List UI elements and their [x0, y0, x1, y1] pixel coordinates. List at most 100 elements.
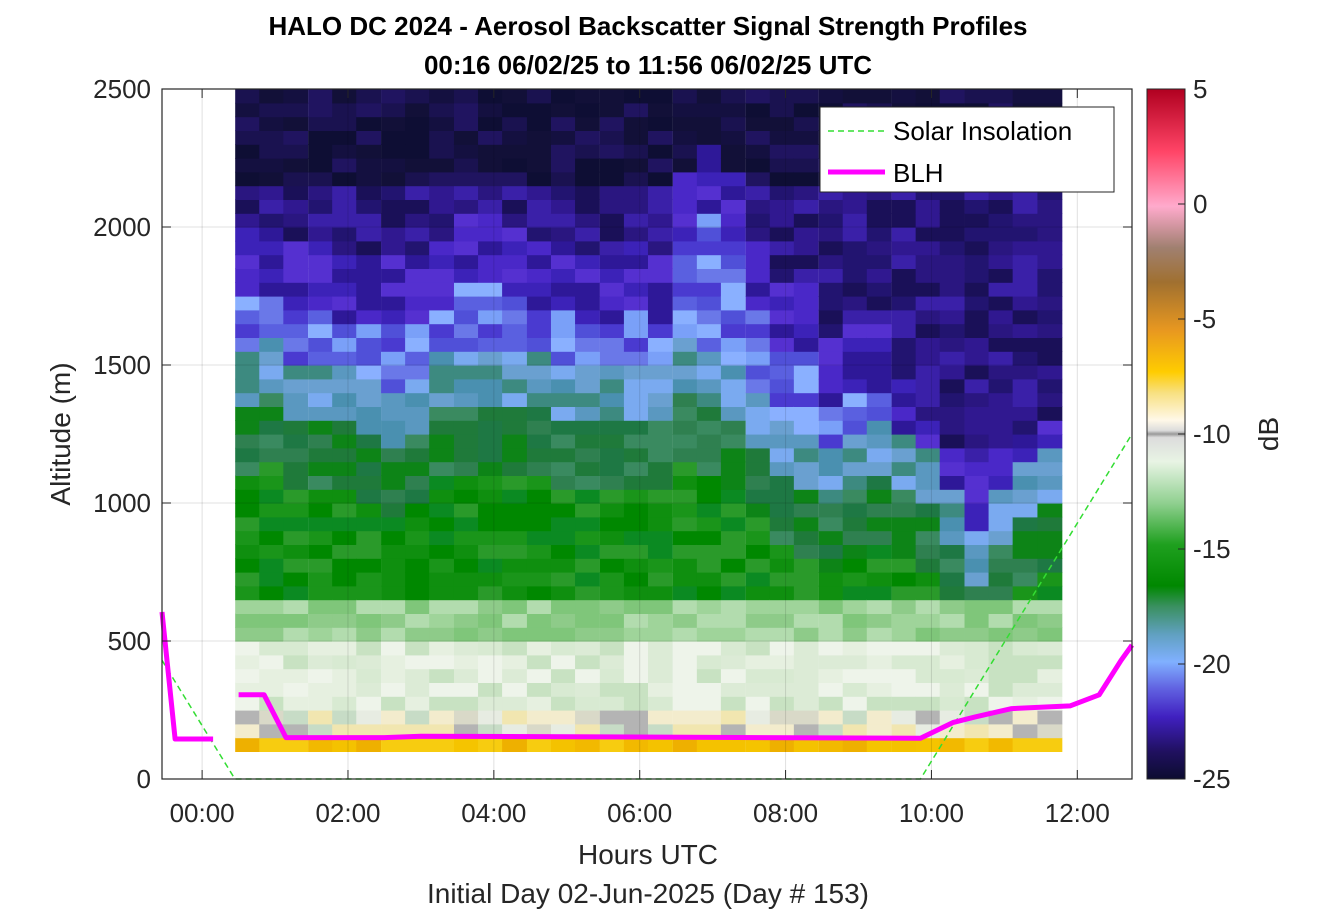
heatmap-cell: [745, 599, 771, 614]
heatmap-cell: [478, 254, 503, 269]
heatmap-cell: [381, 158, 406, 173]
heatmap-cell: [356, 696, 382, 711]
heatmap-cell: [453, 654, 479, 670]
heatmap-cell: [696, 558, 722, 573]
heatmap-cell: [429, 434, 455, 449]
heatmap-cell: [672, 406, 698, 421]
heatmap-cell: [575, 323, 600, 338]
heatmap-cell: [502, 254, 528, 269]
heatmap-cell: [818, 489, 844, 504]
heatmap-cell: [429, 558, 455, 573]
heatmap-cell: [964, 378, 990, 394]
heatmap-cell: [259, 613, 285, 628]
heatmap-cell: [818, 696, 844, 711]
heatmap-cell: [623, 558, 649, 573]
heatmap-cell: [672, 102, 698, 118]
heatmap-cell: [478, 116, 503, 131]
heatmap-cell: [259, 89, 285, 104]
heatmap-cell: [818, 268, 844, 283]
heatmap-cell: [988, 282, 1014, 297]
heatmap-cell: [453, 668, 479, 683]
heatmap-cell: [988, 434, 1014, 449]
heatmap-cell: [672, 530, 698, 545]
x-tick-label: 04:00: [461, 798, 526, 828]
heatmap-cell: [793, 130, 819, 145]
heatmap-cell: [453, 710, 479, 725]
heatmap-cell: [235, 254, 261, 269]
heatmap-cell: [720, 516, 746, 532]
heatmap-cell: [550, 710, 576, 725]
heatmap-cell: [891, 503, 917, 518]
heatmap-cell: [1012, 392, 1038, 407]
heatmap-cell: [891, 572, 917, 587]
heatmap-cell: [526, 185, 552, 200]
heatmap-cell: [696, 254, 722, 269]
heatmap-cell: [964, 654, 990, 670]
heatmap-cell: [259, 323, 285, 338]
heatmap-cell: [696, 378, 722, 394]
plot-frame: [161, 88, 1133, 780]
heatmap-cell: [502, 447, 528, 463]
heatmap-cell: [745, 365, 771, 380]
heatmap-cell: [502, 489, 528, 504]
heatmap-cell: [453, 613, 479, 628]
heatmap-cell: [575, 130, 600, 145]
heatmap-cell: [429, 309, 455, 325]
heatmap-cell: [672, 503, 698, 518]
colorbar-tick-label: -15: [1193, 534, 1231, 564]
heatmap-cell: [356, 723, 382, 739]
heatmap-cell: [891, 254, 917, 269]
heatmap-cell: [720, 406, 746, 421]
heatmap-cell: [915, 558, 941, 573]
heatmap-cell: [818, 530, 844, 545]
heatmap-cell: [988, 544, 1014, 559]
heatmap-cell: [1037, 365, 1063, 380]
heatmap-cell: [745, 158, 771, 173]
heatmap-cell: [891, 378, 917, 394]
heatmap-cell: [720, 434, 746, 449]
heatmap-cell: [793, 185, 819, 200]
heatmap-cell: [988, 503, 1014, 518]
heatmap-cell: [526, 585, 552, 601]
heatmap-cell: [672, 89, 698, 104]
heatmap-cell: [818, 572, 844, 587]
heatmap-cell: [526, 240, 552, 256]
heatmap-cell: [575, 351, 600, 366]
heatmap-cell: [235, 737, 261, 752]
heatmap-cell: [356, 599, 382, 614]
heatmap-cell: [283, 627, 309, 642]
heatmap-cell: [1037, 599, 1063, 614]
heatmap-cell: [1037, 530, 1063, 545]
heatmap-cell: [891, 613, 917, 628]
heatmap-cell: [235, 392, 261, 407]
heatmap-cell: [988, 613, 1014, 628]
heatmap-cell: [988, 696, 1014, 711]
heatmap-cell: [647, 337, 673, 352]
heatmap-cell: [915, 475, 941, 490]
heatmap-cell: [599, 434, 625, 449]
heatmap-cell: [453, 213, 479, 228]
heatmap-cell: [526, 696, 552, 711]
heatmap-cell: [696, 185, 722, 200]
heatmap-cell: [696, 668, 722, 683]
heatmap-cell: [356, 503, 382, 518]
heatmap-cell: [259, 268, 285, 283]
heatmap-cell: [769, 199, 795, 214]
heatmap-cell: [308, 89, 334, 104]
heatmap-cell: [915, 254, 941, 269]
heatmap-cell: [647, 530, 673, 545]
y-tick-label: 1000: [93, 488, 151, 518]
heatmap-cell: [502, 434, 528, 449]
heatmap-cell: [599, 337, 625, 352]
heatmap-cell: [915, 447, 941, 463]
heatmap-cell: [842, 213, 868, 228]
heatmap-cell: [478, 102, 503, 118]
heatmap-cell: [988, 461, 1014, 476]
heatmap-cell: [356, 475, 382, 490]
heatmap-cell: [332, 337, 358, 352]
heatmap-cell: [891, 309, 917, 325]
heatmap-cell: [259, 737, 285, 752]
heatmap-cell: [502, 158, 528, 173]
heatmap-cell: [502, 102, 528, 118]
heatmap-cell: [526, 378, 552, 394]
